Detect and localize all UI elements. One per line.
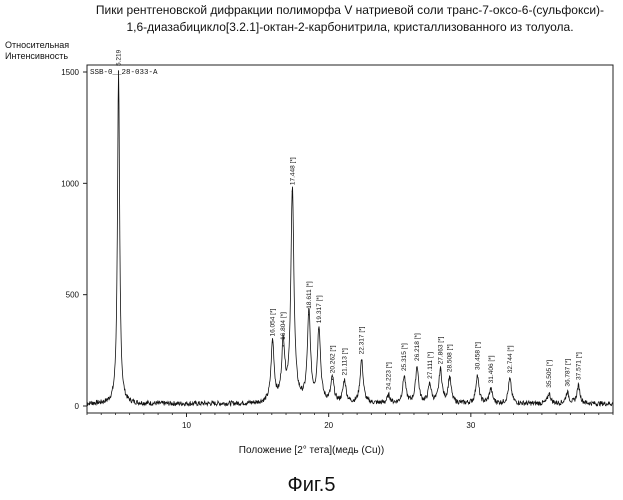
peak-label: 22.317 [*] (359, 326, 366, 354)
peak-marker (416, 366, 417, 367)
peak-marker (440, 370, 441, 371)
peak-marker (404, 376, 405, 377)
chart-ticks: 0 500 1000 1500 10 20 30 (61, 68, 613, 430)
peak-label: 16.804 [*] (280, 312, 287, 340)
peak-marker (567, 392, 568, 393)
peak-marker (548, 393, 549, 394)
peak-marker (308, 314, 309, 315)
peak-label: 20.262 [*] (329, 345, 336, 373)
peak-label: 35.505 [*] (546, 360, 553, 388)
peak-marker (292, 191, 293, 192)
peak-marker (429, 384, 430, 385)
chart-axes: SSB-0__28-033-A (87, 65, 613, 413)
peak-label: 31.406 [*] (488, 355, 495, 383)
peak-marker (509, 379, 510, 380)
diffraction-pattern-line (87, 70, 613, 406)
peak-label: 24.223 [*] (386, 362, 393, 390)
peak-label: 27.863 [*] (437, 336, 444, 364)
chart-peak-labels: 5.219 16.054 [*]16.804 [*] 17.448 [*] 18.61… (116, 49, 583, 396)
peak-marker (490, 389, 491, 390)
peak-label: 32.744 [*] (507, 345, 514, 373)
frame-label: SSB-0__28-033-A (90, 69, 158, 77)
figure-caption: Фиг.5 (0, 474, 623, 497)
peak-marker (477, 375, 478, 376)
peak-label: 27.111 [*] (427, 352, 434, 379)
peak-marker (318, 329, 319, 330)
x-axis-label: Положение [2° тета](медь (Cu)) (0, 445, 623, 456)
peak-label: 36.787 [*] (564, 359, 571, 387)
peak-label: 37.571 [*] (575, 352, 582, 380)
x-tick-label: 30 (466, 421, 475, 430)
peak-marker (118, 71, 119, 72)
peak-label: 21.113 [*] (341, 348, 348, 376)
peak-marker (361, 360, 362, 361)
peak-label: 16.054 [*] (270, 309, 277, 337)
peak-label: 19.317 [*] (316, 295, 323, 323)
y-tick-label: 1000 (61, 179, 79, 188)
peak-label: 17.448 [*] (289, 157, 296, 185)
peak-label: 26.218 [*] (414, 333, 421, 361)
peak-marker (344, 381, 345, 382)
peak-marker (449, 378, 450, 379)
peak-label: 28.508 [*] (447, 344, 454, 372)
y-tick-label: 0 (75, 402, 80, 411)
peak-marker (332, 379, 333, 380)
peak-label: 25.315 [*] (401, 343, 408, 371)
x-tick-label: 20 (324, 421, 333, 430)
plot-frame (87, 65, 613, 413)
x-tick-label: 10 (182, 421, 191, 430)
peak-label: 18.611 [*] (306, 281, 313, 309)
chart-series (87, 70, 613, 406)
peak-marker (388, 395, 389, 396)
y-tick-label: 1500 (61, 68, 79, 77)
peak-marker (272, 342, 273, 343)
peak-label: 5.219 (116, 49, 123, 66)
peak-marker (283, 345, 284, 346)
y-tick-label: 500 (66, 291, 80, 300)
peak-label: 30.458 [*] (474, 342, 481, 370)
peak-marker (578, 385, 579, 386)
